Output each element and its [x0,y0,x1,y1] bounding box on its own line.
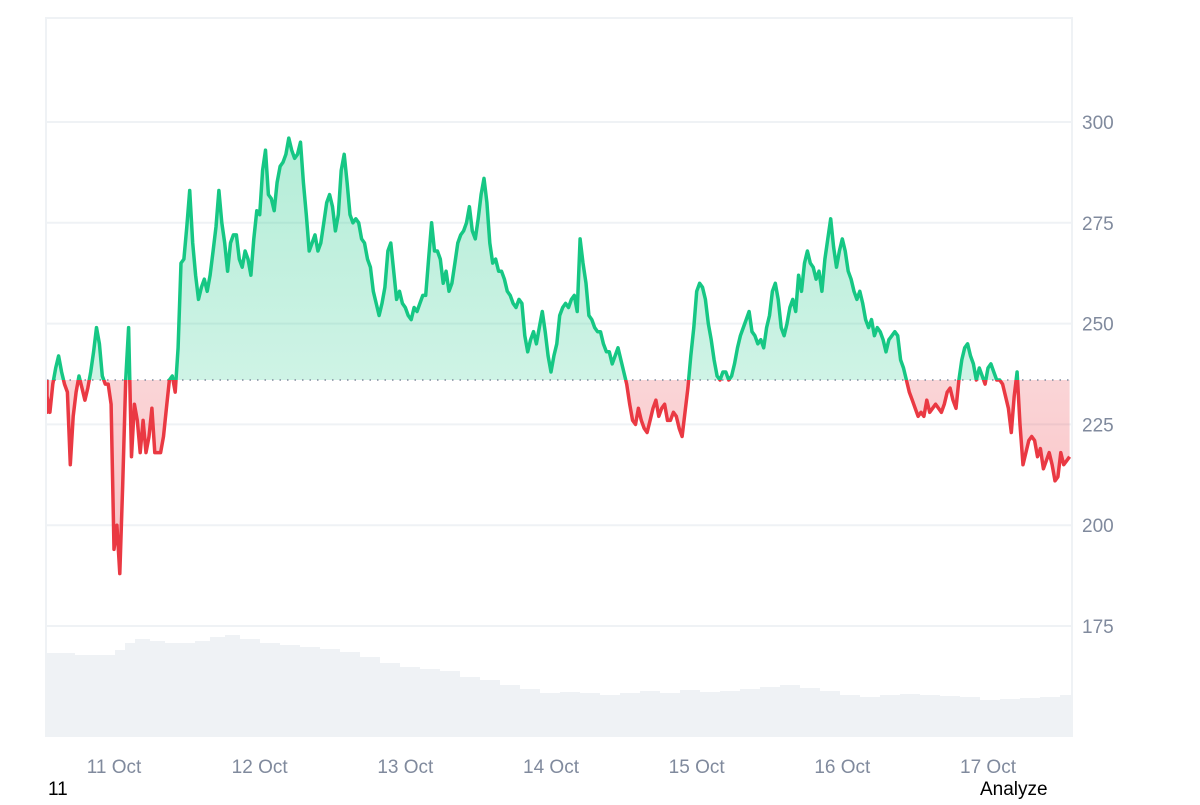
x-tick-label: 13 Oct [377,757,434,778]
analyze-link[interactable]: Analyze [980,779,1048,800]
x-tick-label: 14 Oct [523,757,580,778]
price-line [47,136,1071,576]
x-tick-label: 12 Oct [232,757,289,778]
x-axis-labels: 11 Oct 12 Oct 13 Oct 14 Oct 15 Oct 16 Oct 17 O… [87,757,1017,778]
y-tick-label: 275 [1082,214,1114,235]
volume-bars [47,635,1071,735]
y-tick-label: 175 [1082,617,1114,638]
y-tick-label: 250 [1082,315,1114,336]
x-tick-label: 15 Oct [669,757,726,778]
area-below-baseline [47,380,1070,574]
price-line-up [47,136,1020,381]
y-tick-label: 225 [1082,415,1114,436]
x-tick-label: 17 Oct [960,757,1017,778]
x-tick-label: 16 Oct [814,757,871,778]
y-tick-label: 200 [1082,516,1114,537]
y-tick-label: 300 [1082,113,1114,134]
area-above-baseline [47,138,1070,381]
volume-area [47,635,1071,735]
price-area-fill [47,138,1070,574]
footer-left-label: 11 [48,779,68,800]
plot-frame [45,17,1073,737]
x-tick-label: 11 Oct [87,757,142,778]
y-axis-labels: 175 200 225 250 275 300 [1082,113,1114,638]
